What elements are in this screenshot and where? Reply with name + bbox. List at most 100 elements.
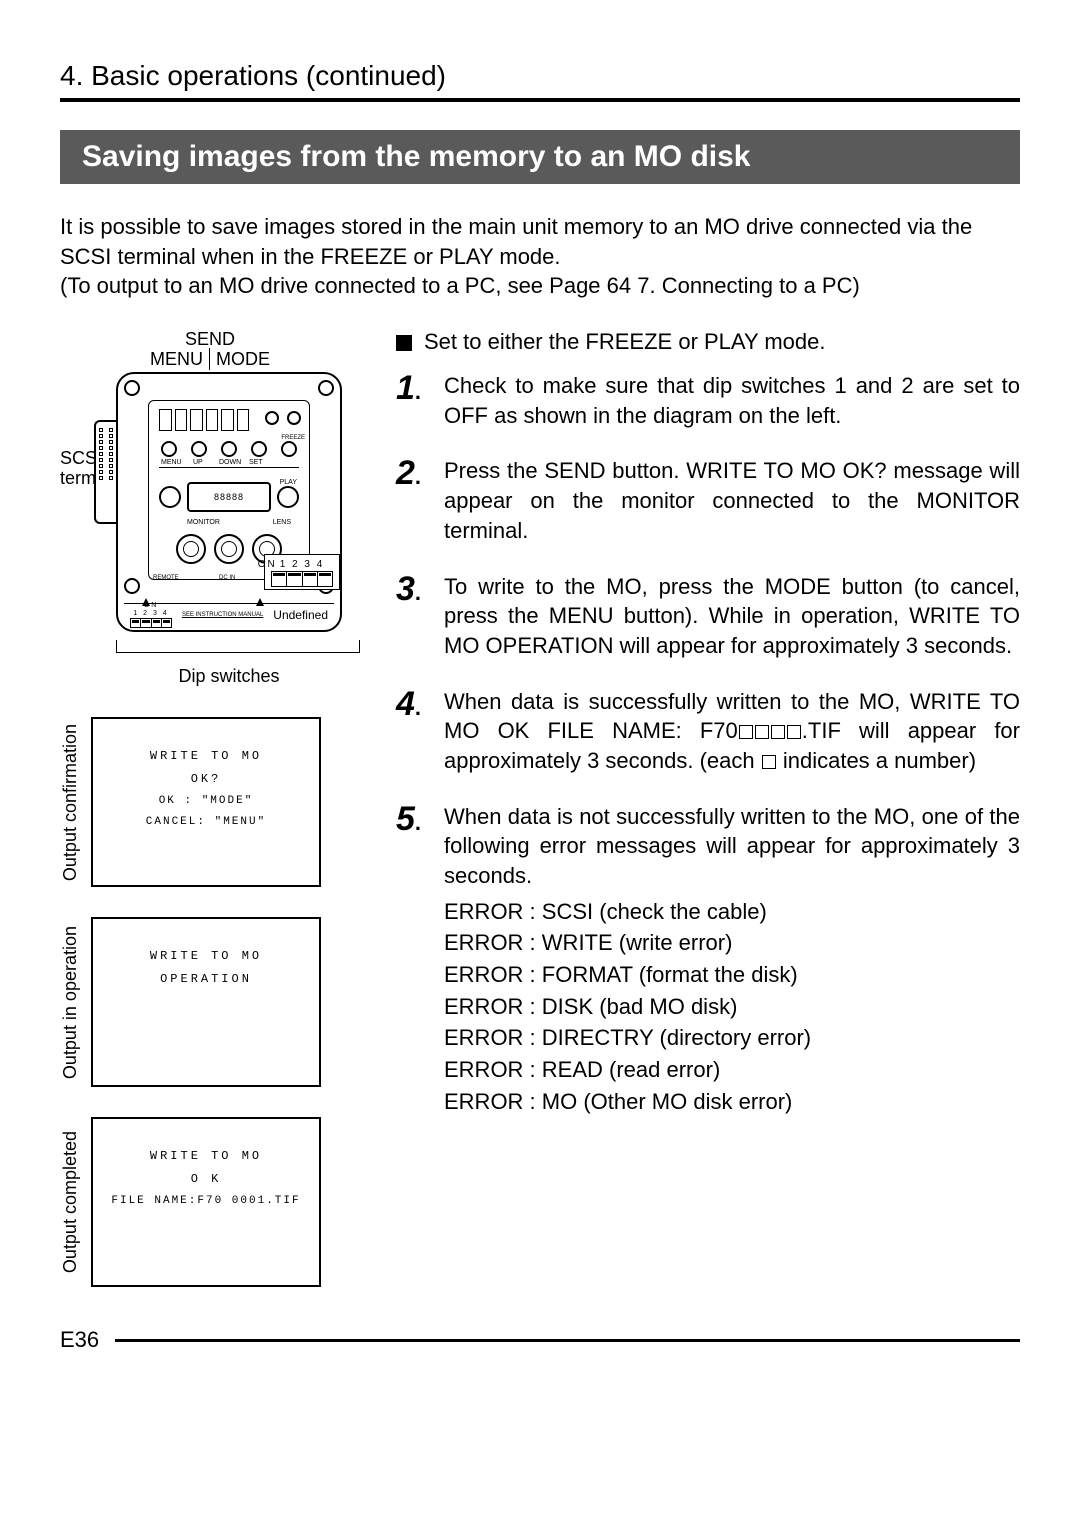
screw-icon: [318, 380, 334, 396]
step-text: Press the SEND button. WRITE TO MO OK? m…: [444, 456, 1020, 545]
page-number: E36: [60, 1327, 99, 1353]
step-number: 2.: [396, 456, 430, 545]
step-number: 5.: [396, 802, 430, 1117]
screen-confirmation: WRITE TO MO OK? OK : "MODE" CANCEL: "MEN…: [91, 717, 321, 887]
square-bullet-icon: [396, 335, 412, 351]
step-number: 4.: [396, 687, 430, 776]
knob-icon: [221, 441, 237, 457]
error-line: ERROR : READ (read error): [444, 1055, 1020, 1085]
footer-rule: [115, 1339, 1020, 1342]
step-text: Check to make sure that dip switches 1 a…: [444, 371, 1020, 430]
vent-bars-icon: [159, 409, 249, 431]
button-icon: [265, 411, 279, 425]
screen-line: OK : "MODE": [103, 791, 309, 812]
screen-line: O K: [103, 1168, 309, 1191]
lcd-cluster: 88888: [159, 473, 299, 521]
vlabel-completed: Output completed: [60, 1131, 81, 1273]
right-column: Set to either the FREEZE or PLAY mode. 1…: [396, 329, 1020, 1287]
label-dcin: DC IN: [219, 575, 235, 581]
dip-on-label-large: ON: [258, 559, 277, 570]
dip-switch-small: ON 1 2 3 4: [130, 602, 172, 628]
undefined-label: Undefined: [273, 608, 328, 622]
label-menu: MENU: [150, 349, 203, 370]
dip-switch-enlarged: ON 1 2 3 4: [264, 554, 340, 590]
error-line: ERROR : MO (Other MO disk error): [444, 1087, 1020, 1117]
error-line: ERROR : DISK (bad MO disk): [444, 992, 1020, 1022]
step-number: 3.: [396, 572, 430, 661]
dip-area: ON 1 2 3 4 SEE INSTRUCTION MANUAL Undefi…: [124, 604, 334, 626]
vlabel-confirmation: Output confirmation: [60, 724, 81, 881]
left-column: SEND MENU MODE SCSI terminal: [60, 329, 360, 1287]
dip-on-label: ON: [144, 602, 159, 609]
step-number: 1.: [396, 371, 430, 430]
content-columns: SEND MENU MODE SCSI terminal: [60, 329, 1020, 1287]
screw-icon: [124, 578, 140, 594]
label-down: DOWN: [219, 459, 241, 466]
error-line: ERROR : SCSI (check the cable): [444, 897, 1020, 927]
screen-line: FILE NAME:F70 0001.TIF: [103, 1191, 309, 1212]
dip-switch-large: ON 1 2 3 4: [271, 559, 333, 587]
intro-line-2: (To output to an MO drive connected to a…: [60, 271, 1020, 301]
label-menu-small: MENU: [161, 459, 182, 466]
lens-icon: [176, 534, 206, 564]
screen-line: WRITE TO MO: [103, 1145, 309, 1168]
step-1: 1. Check to make sure that dip switches …: [396, 371, 1020, 430]
step-2: 2. Press the SEND button. WRITE TO MO OK…: [396, 456, 1020, 545]
banner-title: Saving images from the memory to an MO d…: [60, 130, 1020, 184]
dip-numbers: 1 2 3 4: [133, 610, 168, 617]
box-placeholder-icon: [771, 725, 785, 739]
device-inner-panel: FREEZE MENU UP DOWN SET PL: [148, 400, 310, 580]
error-line: ERROR : FORMAT (format the disk): [444, 960, 1020, 990]
label-set: SET: [249, 459, 263, 466]
knob-icon: [251, 441, 267, 457]
box-placeholder-icon: [739, 725, 753, 739]
vlabel-operation: Output in operation: [60, 926, 81, 1079]
lens-icon: [214, 534, 244, 564]
section-heading: 4. Basic operations (continued): [60, 60, 1020, 92]
label-remote: REMOTE: [153, 575, 179, 581]
dial-icon: [277, 486, 299, 508]
step-text: To write to the MO, press the MODE butto…: [444, 572, 1020, 661]
dip-switch-icon: [130, 618, 172, 628]
dip-switches-caption: Dip switches: [116, 666, 342, 687]
dip-numbers-large: 1 2 3 4: [280, 559, 325, 570]
knob-icon: [191, 441, 207, 457]
label-mode: MODE: [216, 349, 270, 370]
button-icon: [287, 411, 301, 425]
scsi-port-icon: [94, 420, 116, 524]
screen-line: OPERATION: [103, 968, 309, 991]
step-text: When data is not successfully written to…: [444, 802, 1020, 1117]
lcd-display: 88888: [187, 482, 271, 512]
label-separator: [209, 348, 210, 370]
manual-page: 4. Basic operations (continued) Saving i…: [0, 0, 1080, 1393]
intro-line-1: It is possible to save images stored in …: [60, 212, 1020, 271]
device-body: FREEZE MENU UP DOWN SET PL: [116, 372, 342, 632]
error-line: ERROR : WRITE (write error): [444, 928, 1020, 958]
screen-line: WRITE TO MO: [103, 745, 309, 768]
see-instruction-label: SEE INSTRUCTION MANUAL: [182, 612, 263, 618]
divider-line: [159, 467, 299, 468]
screw-icon: [124, 380, 140, 396]
screen-operation-block: Output in operation WRITE TO MO OPERATIO…: [60, 917, 360, 1087]
dip-switch-icon-large: [271, 571, 333, 587]
box-placeholder-icon: [762, 755, 776, 769]
knob-icon: [161, 441, 177, 457]
error-list: ERROR : SCSI (check the cable) ERROR : W…: [444, 897, 1020, 1117]
screen-operation: WRITE TO MO OPERATION: [91, 917, 321, 1087]
screen-line: CANCEL: "MENU": [103, 812, 309, 833]
intro-paragraph: It is possible to save images stored in …: [60, 212, 1020, 301]
box-placeholder-icon: [787, 725, 801, 739]
step-5: 5. When data is not successfully written…: [396, 802, 1020, 1117]
bracket-icon: [116, 640, 360, 662]
step5-intro: When data is not successfully written to…: [444, 802, 1020, 891]
screen-completed-block: Output completed WRITE TO MO O K FILE NA…: [60, 1117, 360, 1287]
screen-confirmation-block: Output confirmation WRITE TO MO OK? OK :…: [60, 717, 360, 887]
label-monitor: MONITOR: [187, 519, 220, 526]
label-send: SEND: [60, 329, 360, 350]
box-placeholder-icon: [755, 725, 769, 739]
error-line: ERROR : DIRECTRY (directory error): [444, 1023, 1020, 1053]
page-footer: E36: [60, 1327, 1020, 1353]
step-4: 4. When data is successfully written to …: [396, 687, 1020, 776]
label-up: UP: [193, 459, 203, 466]
screen-line: WRITE TO MO: [103, 945, 309, 968]
